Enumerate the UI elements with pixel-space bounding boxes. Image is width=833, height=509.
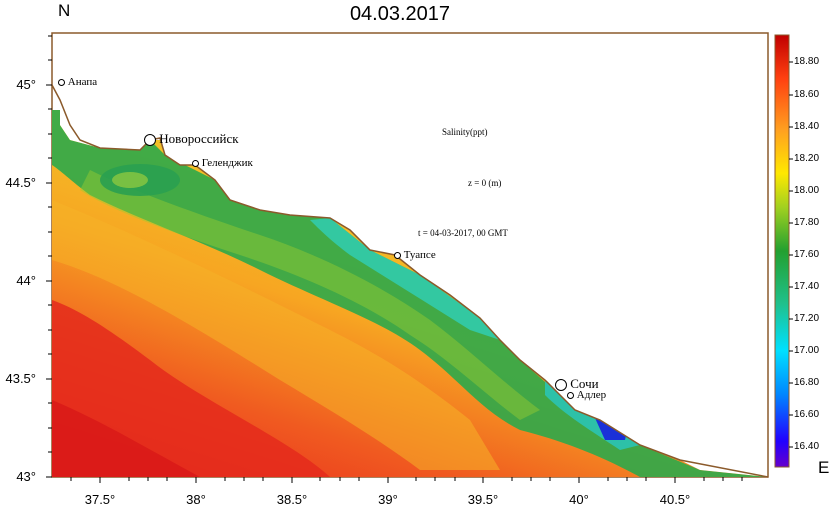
colorbar-ticks (789, 61, 793, 448)
city-sochi: Сочи (555, 376, 599, 392)
colorbar-label: 17.80 (794, 217, 820, 228)
east-label: E (818, 458, 830, 477)
city-label: Новороссийск (159, 131, 239, 146)
lat-tick-label: 44.5° (5, 175, 36, 190)
city-label: Туапсе (403, 249, 436, 261)
colorbar-label: 17.20 (794, 313, 820, 324)
depth-annotation: z = 0 (m) (468, 178, 502, 188)
lat-tick-label: 44° (16, 273, 36, 288)
colorbar (774, 34, 790, 468)
colorbar-label: 17.40 (794, 281, 820, 292)
lon-tick-label: 38.5° (276, 492, 308, 507)
city-novorossiysk: Новороссийск (144, 131, 239, 147)
colorbar-label: 18.80 (794, 56, 820, 67)
city-marker-icon (58, 78, 65, 86)
city-label: Геленджик (201, 157, 253, 169)
colorbar-label: 16.40 (794, 441, 820, 452)
city-label: Анапа (67, 76, 98, 88)
city-marker-icon (555, 379, 567, 392)
city-marker-icon (567, 391, 574, 399)
lon-tick-label: 39.5° (467, 492, 499, 507)
colorbar-label: 16.60 (794, 409, 820, 420)
time-annotation: t = 04-03-2017, 00 GMT (418, 228, 508, 238)
city-marker-icon (394, 251, 401, 259)
city-label: Адлер (576, 389, 607, 401)
city-marker-icon (192, 159, 199, 167)
lon-tick-label: 40.5° (659, 492, 691, 507)
city-anapa: Анапа (58, 76, 97, 88)
city-gelendzhik: Геленджик (192, 157, 253, 169)
coastline (51, 84, 769, 478)
lon-tick-label: 40° (569, 492, 589, 507)
axis-ticks (46, 35, 743, 483)
city-marker-icon (144, 134, 156, 147)
colorbar-label: 18.00 (794, 185, 820, 196)
lat-tick-label: 43° (16, 469, 36, 484)
colorbar-label: 16.80 (794, 377, 820, 388)
lat-tick-label: 45° (16, 77, 36, 92)
lon-tick-label: 37.5° (84, 492, 116, 507)
colorbar-label: 17.60 (794, 249, 820, 260)
map-title: 04.03.2017 (349, 3, 451, 25)
city-label: Сочи (570, 376, 599, 391)
colorbar-label: 17.00 (794, 345, 820, 356)
lon-tick-label: 39° (378, 492, 398, 507)
north-label: N (58, 1, 71, 20)
colorbar-label: 18.20 (794, 153, 820, 164)
colorbar-label: 18.40 (794, 121, 820, 132)
lat-tick-label: 43.5° (5, 371, 36, 386)
city-adler: Адлер (567, 389, 606, 401)
colorbar-label: 18.60 (794, 89, 820, 100)
city-tuapse: Туапсе (394, 249, 436, 261)
lon-tick-label: 38° (186, 492, 206, 507)
variable-annotation: Salinity(ppt) (442, 127, 488, 137)
